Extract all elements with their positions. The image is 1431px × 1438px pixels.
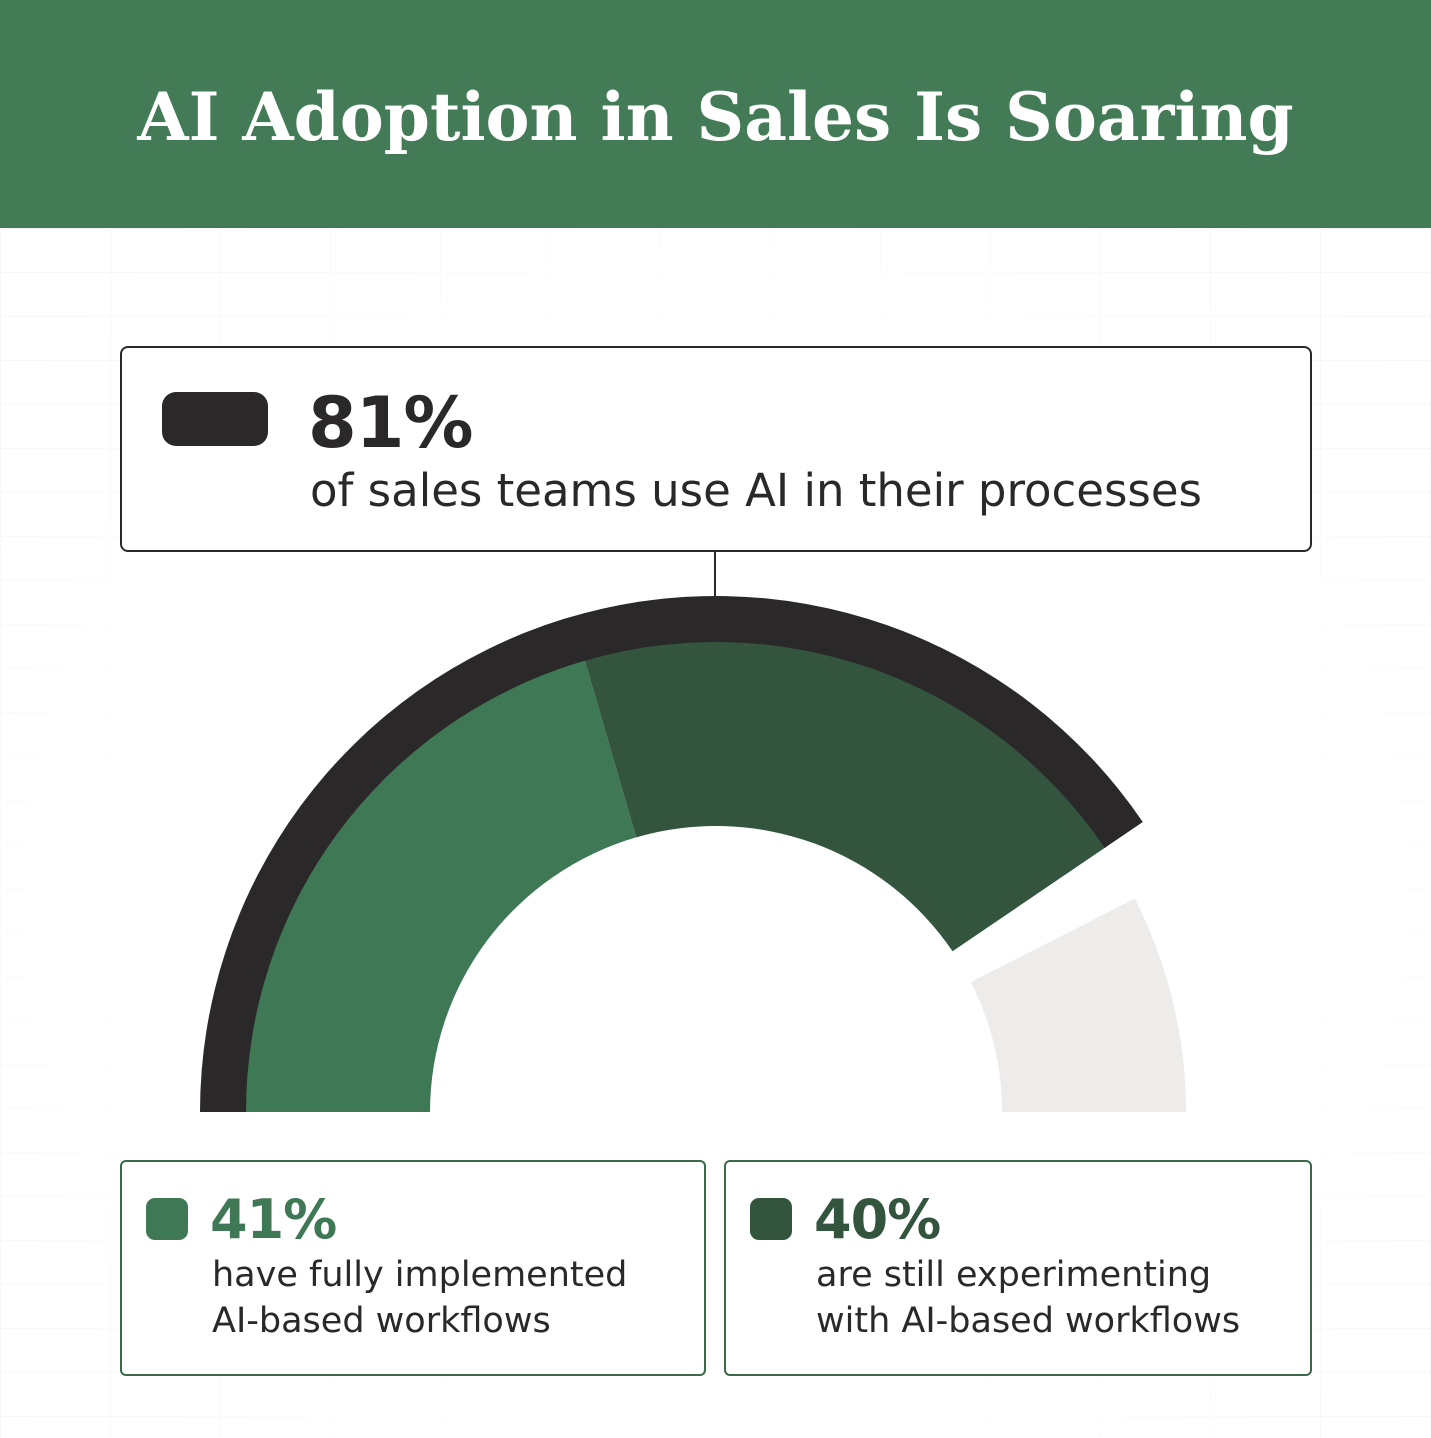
gauge-segment-remainder xyxy=(970,898,1186,1112)
experimenting-card: 40% are still experimenting with AI-base… xyxy=(724,1160,1312,1376)
fully-implemented-value: 41% xyxy=(210,1188,337,1251)
fully-implemented-description: have fully implemented AI-based workflow… xyxy=(212,1252,627,1344)
callout-connector-line xyxy=(714,552,716,598)
total-legend-swatch xyxy=(162,392,268,446)
gauge-segment-experimenting xyxy=(584,640,1107,952)
experimenting-value: 40% xyxy=(814,1188,941,1251)
gauge-outer-band-total xyxy=(200,596,1143,1112)
total-stat-card: 81% of sales teams use AI in their proce… xyxy=(120,346,1312,552)
fully-implemented-description-line-1: have fully implemented xyxy=(212,1255,628,1295)
experimenting-description: are still experimenting with AI-based wo… xyxy=(816,1252,1240,1344)
experimenting-description-line-1: are still experimenting xyxy=(816,1255,1212,1295)
page-title: AI Adoption in Sales Is Soaring xyxy=(137,78,1294,156)
fully-implemented-card: 41% have fully implemented AI-based work… xyxy=(120,1160,706,1376)
gauge-segment-fully-implemented xyxy=(244,658,637,1112)
fully-implemented-description-line-2: AI-based workflows xyxy=(212,1301,551,1341)
experimenting-description-line-2: with AI-based workflows xyxy=(816,1301,1241,1341)
fully-implemented-legend-swatch xyxy=(146,1198,188,1240)
experimenting-legend-swatch xyxy=(750,1198,792,1240)
total-value: 81% xyxy=(308,382,474,464)
header-banner: AI Adoption in Sales Is Soaring xyxy=(0,0,1431,228)
total-description: of sales teams use AI in their processes xyxy=(310,464,1202,517)
